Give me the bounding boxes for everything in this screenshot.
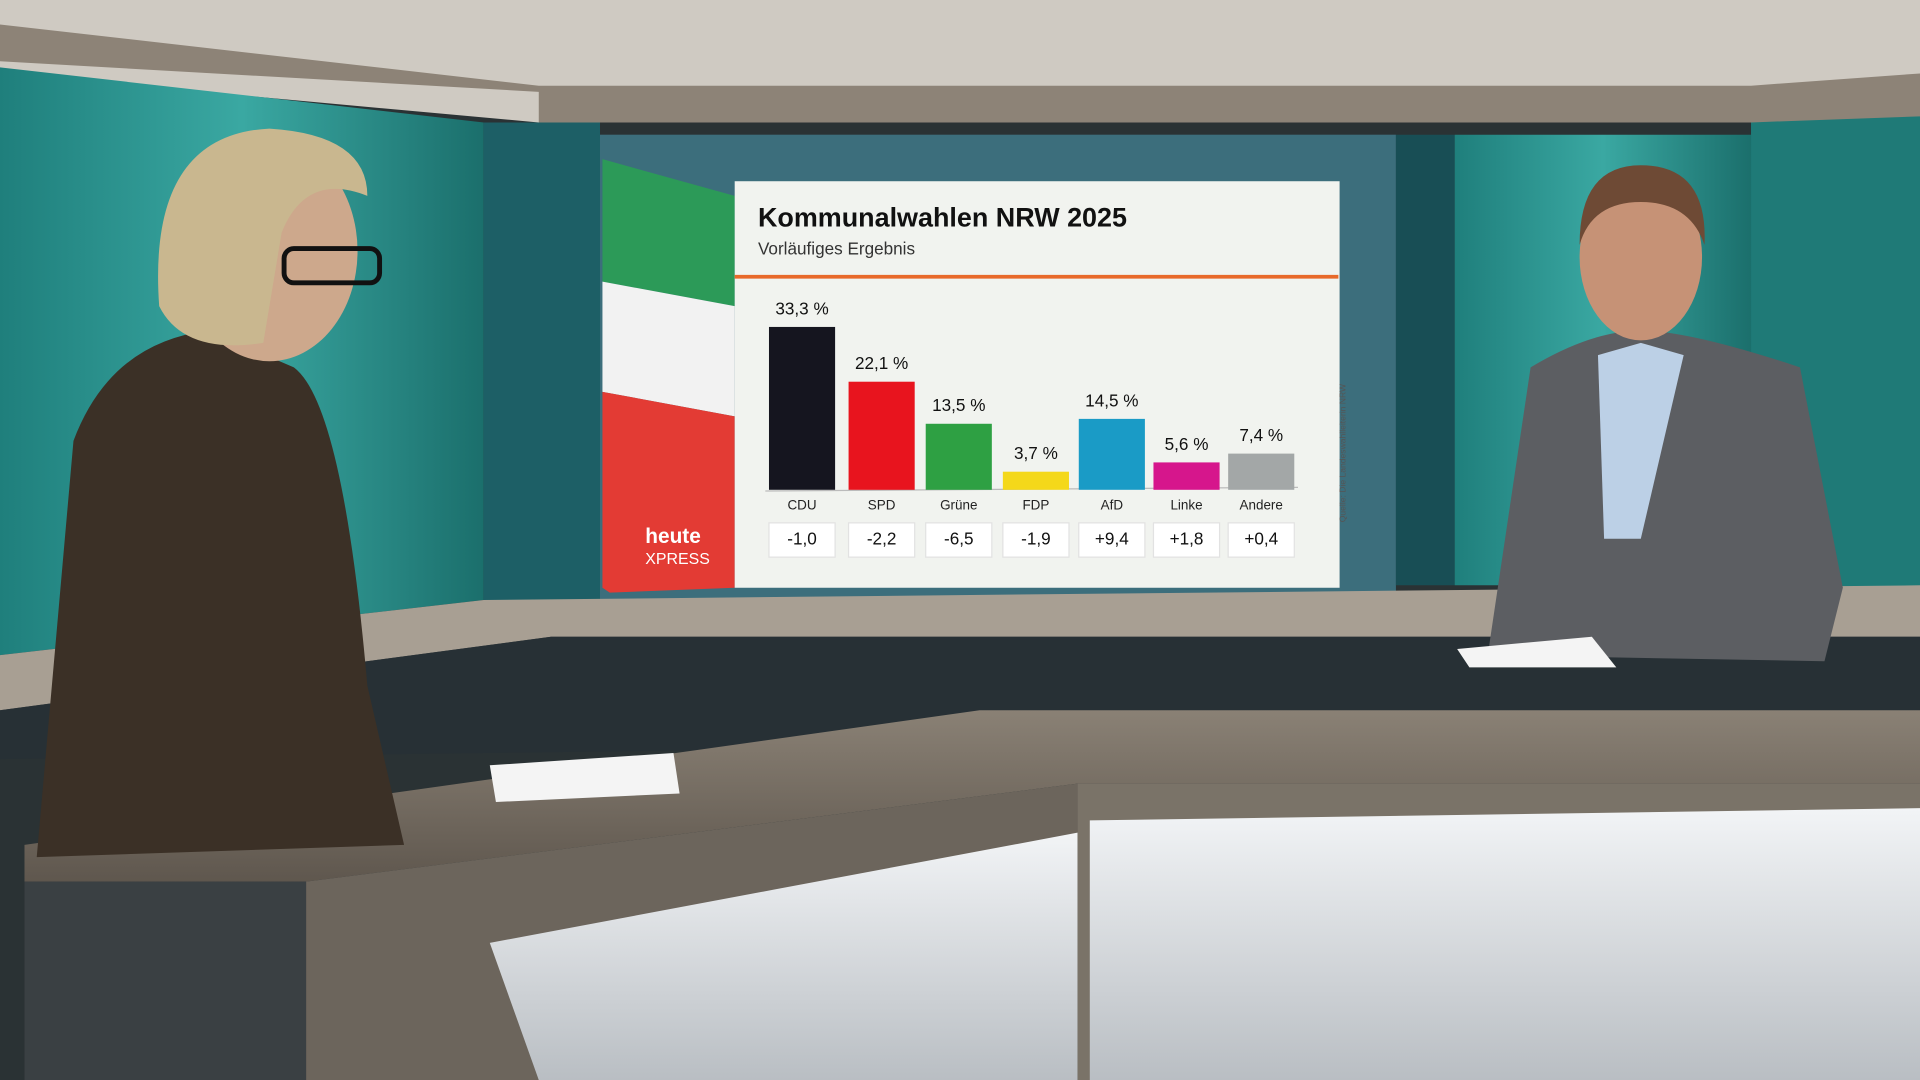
desk-top — [24, 710, 1920, 882]
change-label: +9,4 — [1095, 529, 1129, 549]
paper-right — [1457, 636, 1617, 668]
change-box — [1152, 522, 1221, 558]
logo-xpress: XPRESS — [645, 551, 710, 568]
category-label: AfD — [1101, 497, 1124, 512]
presenter-left-hair — [158, 128, 368, 346]
right-column — [1395, 134, 1455, 586]
bar-chart: 33,3 % CDU -1,0 22,1 % SPD -2,2 13,5 % Grüne -6,… — [768, 298, 1295, 558]
category-label: Andere — [1240, 497, 1283, 512]
category-label: CDU — [787, 497, 816, 512]
change-box — [847, 522, 916, 558]
change-label: +1,8 — [1170, 529, 1204, 549]
paper — [489, 753, 680, 803]
change-label: -6,5 — [944, 529, 974, 549]
change-label: +0,4 — [1244, 529, 1278, 549]
value-label: 7,4 % — [1239, 425, 1283, 445]
desk-light-right — [1089, 808, 1920, 1080]
bar — [925, 423, 992, 490]
bar — [1228, 453, 1295, 490]
logo-heute: heute — [645, 525, 700, 548]
value-label: 3,7 % — [1014, 443, 1058, 463]
change-label: -1,9 — [1021, 529, 1051, 549]
desk-light-left — [489, 832, 1078, 1080]
change-box — [1227, 522, 1295, 558]
category-label: SPD — [868, 497, 896, 512]
change-box — [1002, 522, 1070, 558]
change-box — [1078, 522, 1146, 558]
back-ledge — [0, 585, 1920, 711]
glasses — [281, 246, 383, 286]
change-box — [768, 522, 836, 558]
category-label: Linke — [1170, 497, 1202, 512]
change-label: -2,2 — [867, 529, 897, 549]
presenter-right-shirt — [1597, 342, 1684, 539]
bar — [1153, 462, 1220, 490]
category-label: FDP — [1022, 497, 1049, 512]
presenter-right-hair — [1579, 165, 1705, 245]
presenter-right-head — [1579, 173, 1703, 341]
flag-white — [602, 281, 735, 417]
value-label: 22,1 % — [855, 353, 908, 373]
chart-title: Kommunalwahlen NRW 2025 — [758, 202, 1127, 232]
ceiling-trim — [0, 24, 1920, 123]
presenter-right-body — [1487, 330, 1843, 662]
category-label: Grüne — [940, 497, 977, 512]
left-column — [483, 122, 600, 601]
value-label: 13,5 % — [932, 395, 985, 415]
value-label: 14,5 % — [1085, 390, 1138, 410]
source: Quelle: Die Landeswahlleiterin NRW — [1338, 383, 1348, 522]
value-label: 33,3 % — [775, 298, 828, 318]
bar — [848, 381, 915, 490]
presenter-left-body — [36, 330, 405, 858]
chart-panel — [734, 181, 1340, 588]
bar — [1002, 471, 1069, 490]
value-label: 5,6 % — [1165, 434, 1209, 454]
change-box — [925, 522, 993, 558]
change-label: -1,0 — [787, 529, 817, 549]
bar — [768, 326, 836, 490]
chart-subtitle: Vorläufiges Ergebnis — [758, 238, 915, 258]
flag-red — [602, 391, 735, 593]
bar — [1078, 418, 1145, 490]
desk-front-left — [24, 881, 307, 1080]
flag-green — [602, 159, 735, 307]
